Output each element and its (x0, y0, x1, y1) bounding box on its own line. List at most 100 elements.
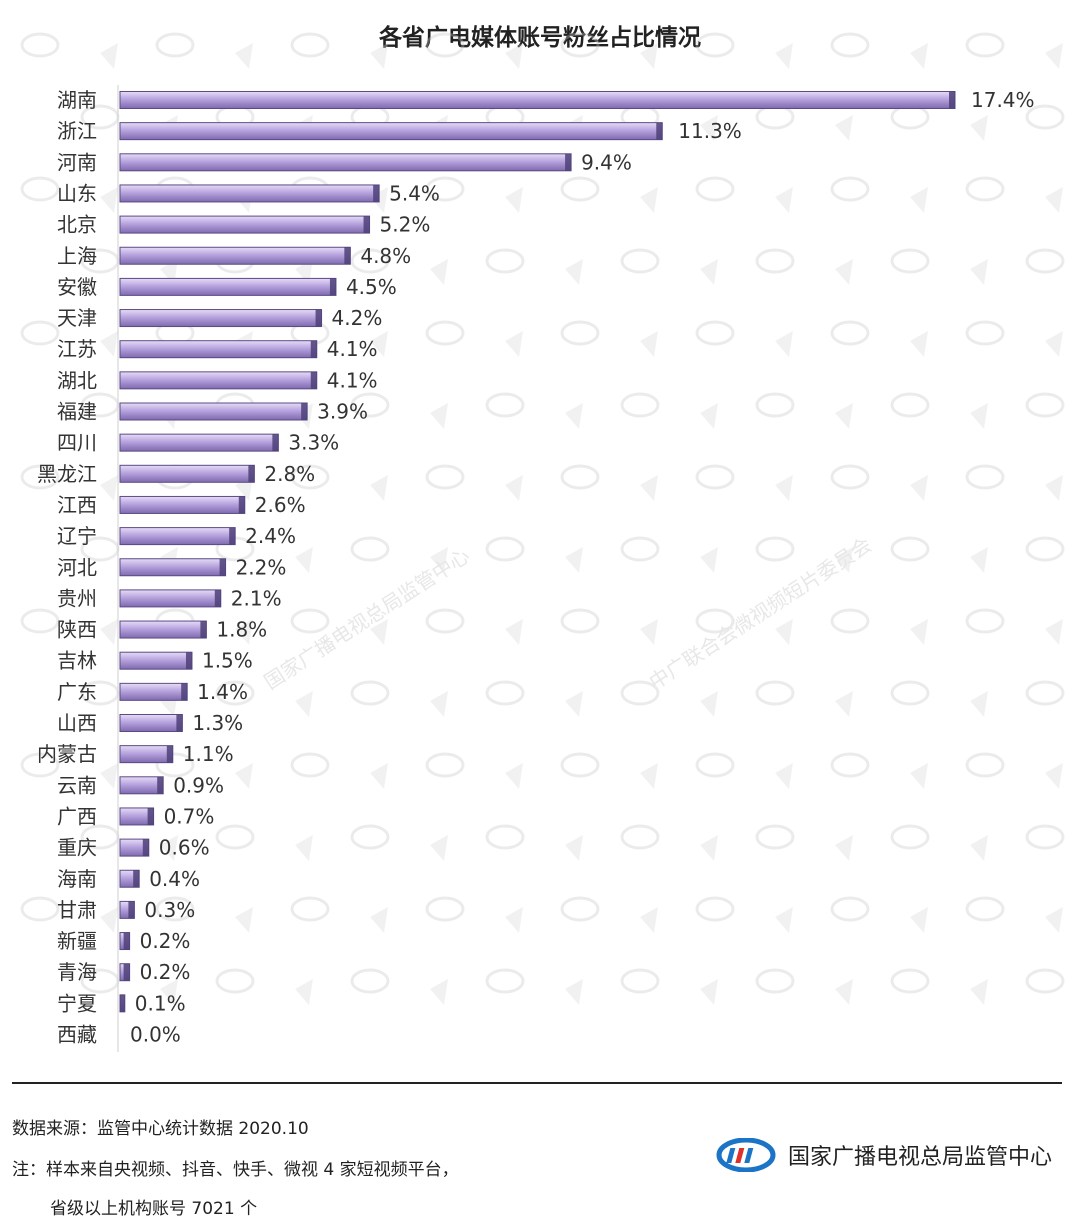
watermark-logo-icon (1025, 248, 1065, 274)
bar (119, 994, 126, 1013)
watermark-logo-icon (890, 392, 930, 418)
watermark-mark-icon (235, 619, 253, 645)
bar (119, 340, 318, 359)
watermark-mark-icon (835, 115, 853, 141)
value-label: 2.6% (255, 493, 306, 517)
watermark-logo-icon (890, 536, 930, 562)
data-source-text: 数据来源：监管中心统计数据 2020.10 (12, 1119, 309, 1139)
value-label: 3.3% (288, 431, 339, 455)
watermark-mark-icon (565, 547, 583, 573)
bar (119, 651, 193, 670)
watermark-mark-icon (100, 907, 118, 933)
category-label: 上海 (57, 244, 97, 268)
watermark-mark-icon (370, 475, 388, 501)
watermark-logo-icon (755, 680, 795, 706)
watermark-logo-icon (830, 752, 870, 778)
watermark-logo-icon (755, 968, 795, 994)
watermark-logo-icon (755, 104, 795, 130)
category-label: 安徽 (57, 275, 97, 299)
watermark-mark-icon (970, 115, 988, 141)
bar (119, 309, 323, 328)
watermark-mark-icon (835, 835, 853, 861)
category-label: 山西 (57, 711, 97, 735)
watermark-mark-icon (970, 691, 988, 717)
watermark-mark-icon (100, 763, 118, 789)
bar (119, 932, 131, 951)
watermark-mark-icon (370, 907, 388, 933)
bar (119, 153, 572, 172)
watermark-mark-icon (775, 763, 793, 789)
watermark-logo-icon (20, 464, 60, 490)
category-label: 新疆 (57, 929, 97, 953)
watermark-logo-icon (965, 608, 1005, 634)
watermark-mark-icon (700, 259, 718, 285)
watermark-logo-icon (830, 320, 870, 346)
watermark-logo-icon (485, 824, 525, 850)
watermark-logo-icon (20, 320, 60, 346)
note-line-1: 注：样本来自央视频、抖音、快手、微视 4 家短视频平台， (12, 1160, 459, 1180)
watermark-mark-icon (775, 331, 793, 357)
category-label: 湖北 (57, 368, 97, 392)
watermark-mark-icon (910, 331, 928, 357)
watermark-logo-icon (695, 176, 735, 202)
bar (119, 745, 174, 764)
category-label: 青海 (57, 960, 97, 984)
watermark-mark-icon (295, 979, 313, 1005)
value-label: 4.1% (327, 368, 378, 392)
watermark-mark-icon (640, 187, 658, 213)
watermark-mark-icon (235, 907, 253, 933)
watermark-logo-icon (425, 32, 465, 58)
watermark-logo-icon (485, 392, 525, 418)
category-label: 陕西 (57, 618, 97, 642)
watermark-logo-icon (290, 32, 330, 58)
watermark-logo-icon (425, 464, 465, 490)
watermark-mark-icon (565, 403, 583, 429)
watermark-mark-icon (100, 331, 118, 357)
watermark-mark-icon (1045, 475, 1063, 501)
watermark-logo-icon (20, 176, 60, 202)
bar (119, 371, 318, 390)
watermark-logo-icon (620, 680, 660, 706)
watermark-logo-icon (155, 896, 195, 922)
watermark-mark-icon (700, 547, 718, 573)
value-label: 0.9% (173, 773, 224, 797)
value-label: 0.1% (135, 991, 186, 1015)
watermark-logo-icon (620, 248, 660, 274)
value-label: 2.1% (231, 586, 282, 610)
watermark-mark-icon (295, 547, 313, 573)
value-label: 1.1% (183, 742, 234, 766)
watermark-mark-icon (160, 835, 178, 861)
category-label: 吉林 (57, 649, 97, 673)
value-label: 1.4% (197, 680, 248, 704)
watermark-logo-icon (425, 320, 465, 346)
bar (119, 215, 371, 234)
watermark-mark-icon (640, 475, 658, 501)
watermark-logo-icon (755, 248, 795, 274)
watermark-mark-icon (565, 979, 583, 1005)
watermark-mark-icon (565, 259, 583, 285)
watermark-mark-icon (835, 259, 853, 285)
watermark-mark-icon (775, 43, 793, 69)
category-label: 西藏 (57, 1023, 97, 1047)
watermark-logo-icon (830, 464, 870, 490)
watermark-logo-icon (155, 32, 195, 58)
category-label: 广东 (57, 680, 97, 704)
watermark-mark-icon (1045, 43, 1063, 69)
category-label: 宁夏 (57, 991, 97, 1015)
watermark-logo-icon (485, 536, 525, 562)
value-label: 4.8% (360, 244, 411, 268)
watermark-logo-icon (620, 392, 660, 418)
bar (119, 838, 150, 857)
watermark-mark-icon (370, 619, 388, 645)
watermark-logo-icon (890, 104, 930, 130)
watermark-logo-icon (1025, 680, 1065, 706)
category-label: 湖南 (57, 88, 97, 112)
watermark-mark-icon (505, 187, 523, 213)
watermark-logo-icon (620, 968, 660, 994)
value-label: 17.4% (971, 88, 1035, 112)
category-label: 福建 (57, 400, 97, 424)
watermark-mark-icon (505, 331, 523, 357)
bar (119, 807, 155, 826)
watermark-mark-icon (910, 475, 928, 501)
bar (119, 869, 140, 888)
